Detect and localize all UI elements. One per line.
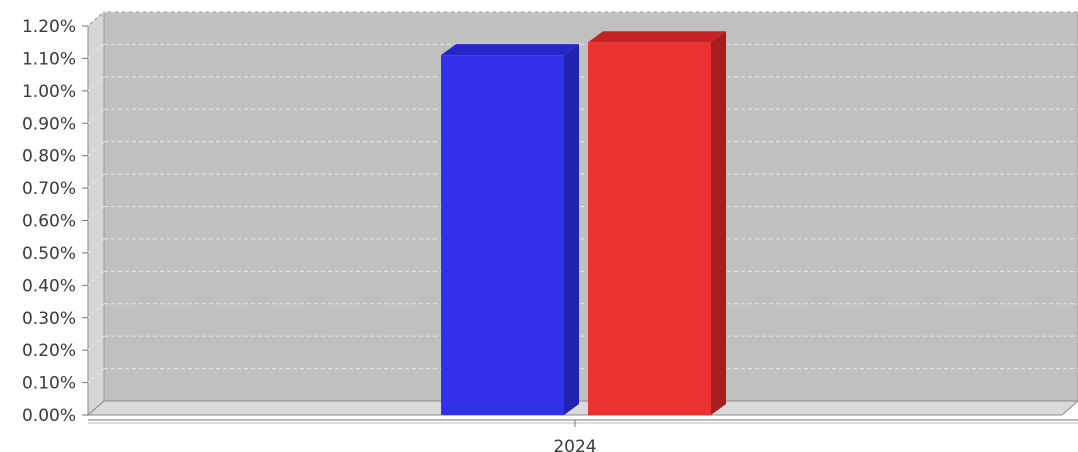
y-tick-label: 0.00% [22,406,76,426]
bar-top [588,31,726,43]
x-tick-label: 2024 [553,437,596,452]
y-tick-label: 0.60% [22,212,76,232]
y-tick-label: 0.20% [22,341,76,361]
y-tick-label: 0.80% [22,147,76,167]
bar-side [564,44,579,416]
bars [441,31,726,416]
y-tick-label: 0.70% [22,179,76,199]
bar-top [441,44,579,56]
y-axis-ticks: 0.00% 0.10% 0.20% 0.30% 0.40% 0.50% 0.60% 0.70%… [22,17,88,426]
y-tick-label: 1.20% [22,17,76,37]
bar [441,55,564,416]
y-tick-label: 1.00% [22,82,76,102]
y-tick-label: 0.10% [22,374,76,394]
bar [588,42,711,415]
y-tick-label: 0.90% [22,114,76,134]
bar-side [711,31,726,415]
x-axis-ticks: 2024 [553,420,597,452]
y-tick-label: 1.10% [22,49,76,69]
chart-floor [86,400,1078,416]
y-tick-label: 0.50% [22,244,76,264]
y-tick-label: 0.40% [22,276,76,296]
chart-left-wall [87,10,105,417]
y-tick-label: 0.30% [22,309,76,329]
